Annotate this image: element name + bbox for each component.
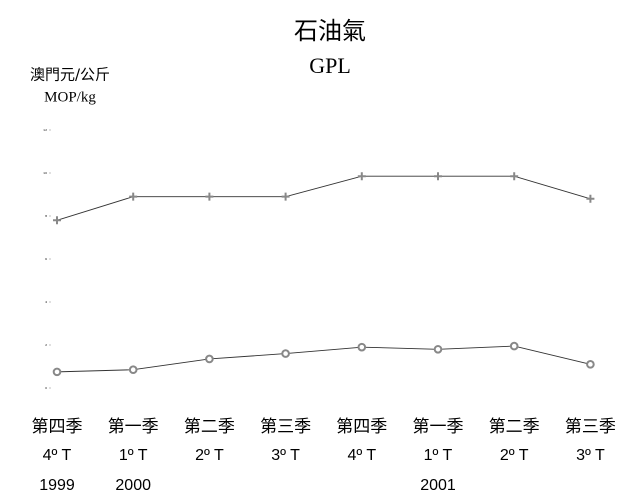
data-point <box>586 360 595 369</box>
y-tick-label: 10 <box>43 171 47 175</box>
data-point <box>281 192 290 201</box>
data-point <box>357 172 366 181</box>
data-point <box>205 192 214 201</box>
data-point <box>509 341 519 351</box>
chart-subtitle: GPL <box>309 53 351 78</box>
y-tick-label: 6 <box>45 257 47 261</box>
data-point <box>53 216 61 225</box>
y-axis-unit: MOP/kg <box>44 89 96 105</box>
x-tick-label: 第四季 <box>336 417 387 437</box>
y-axis-label: 澳門元/公斤 <box>30 66 110 84</box>
data-point <box>205 354 214 364</box>
chart-title: 石油氣 <box>294 17 366 45</box>
data-point <box>433 345 443 354</box>
data-point <box>586 194 595 203</box>
data-point <box>510 172 519 181</box>
x-tick-label: 第一季 <box>108 417 159 437</box>
x-tick-sublabel: 4º T <box>347 447 376 464</box>
x-tick-label: 第三季 <box>260 417 311 437</box>
y-tick-label: 12 <box>43 128 47 132</box>
x-tick-sublabel: 4º T <box>43 447 72 464</box>
data-point <box>434 172 442 181</box>
x-tick-label: 第二季 <box>489 417 540 437</box>
x-tick-sublabel: 3º T <box>576 447 605 464</box>
series-line <box>56 175 591 221</box>
x-year-label: 1999 <box>39 477 75 494</box>
data-point <box>281 349 290 358</box>
x-year-label: 2000 <box>115 477 151 494</box>
y-tick-label: 2 <box>45 343 47 347</box>
data-point <box>128 365 138 375</box>
x-tick-sublabel: 2º T <box>500 447 529 464</box>
y-tick-label: 4 <box>45 300 47 304</box>
x-tick-label: 第四季 <box>32 417 83 437</box>
x-tick-sublabel: 1º T <box>424 447 453 464</box>
x-tick-label: 第一季 <box>413 417 464 437</box>
data-point <box>129 192 138 201</box>
series-line <box>56 345 591 373</box>
x-tick-sublabel: 2º T <box>195 447 224 464</box>
x-tick-sublabel: 1º T <box>119 447 148 464</box>
data-point <box>52 367 62 377</box>
data-point <box>357 342 367 352</box>
x-tick-label: 第三季 <box>565 417 616 437</box>
y-tick-label: 0 <box>45 386 47 390</box>
y-tick-label: 8 <box>45 214 47 218</box>
x-tick-label: 第二季 <box>184 417 235 437</box>
x-tick-sublabel: 3º T <box>271 447 300 464</box>
x-year-label: 2001 <box>420 477 456 494</box>
